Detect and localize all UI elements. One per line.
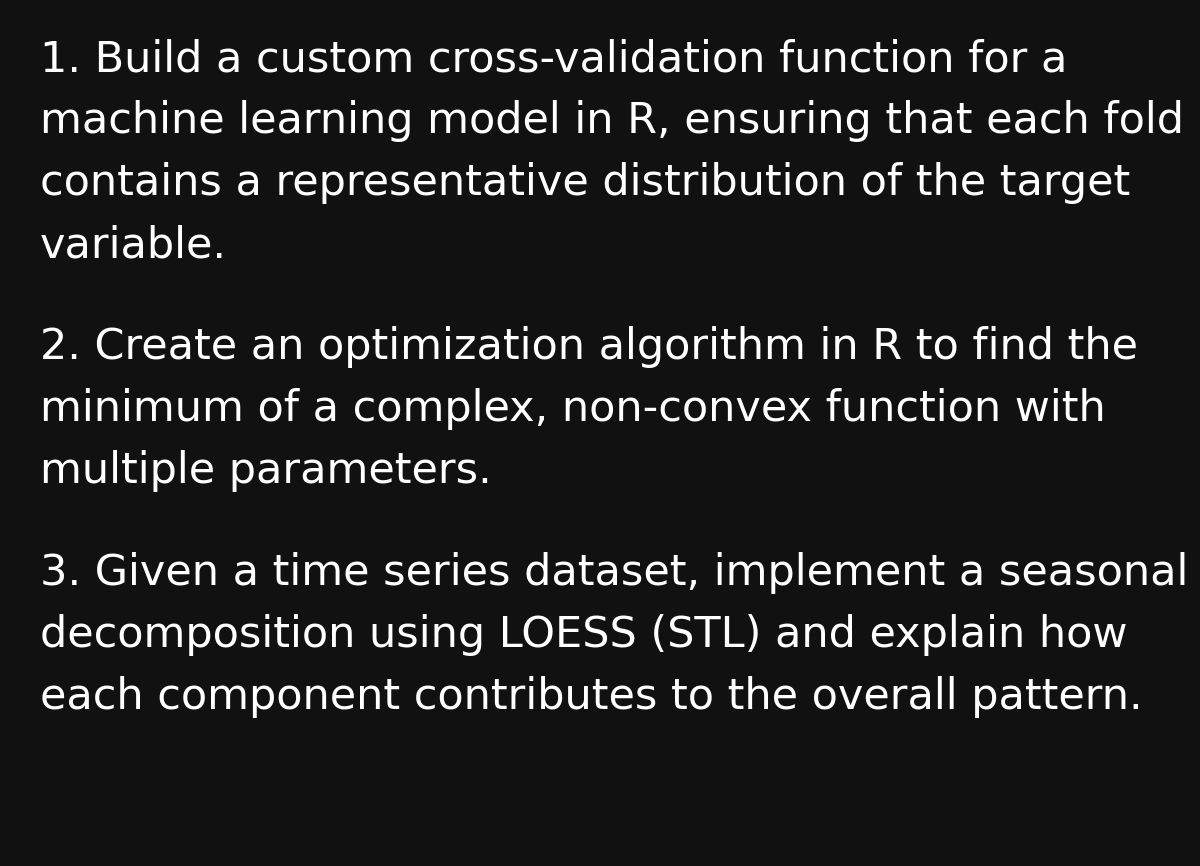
Text: 2. Create an optimization algorithm in R to find the: 2. Create an optimization algorithm in R… bbox=[40, 326, 1138, 368]
Text: machine learning model in R, ensuring that each fold: machine learning model in R, ensuring th… bbox=[40, 100, 1184, 142]
Text: multiple parameters.: multiple parameters. bbox=[40, 450, 492, 492]
Text: variable.: variable. bbox=[40, 224, 227, 266]
Text: each component contributes to the overall pattern.: each component contributes to the overal… bbox=[40, 676, 1142, 718]
Text: 3. Given a time series dataset, implement a seasonal: 3. Given a time series dataset, implemen… bbox=[40, 552, 1188, 594]
Text: decomposition using LOESS (STL) and explain how: decomposition using LOESS (STL) and expl… bbox=[40, 614, 1128, 656]
Text: contains a representative distribution of the target: contains a representative distribution o… bbox=[40, 162, 1130, 204]
Text: minimum of a complex, non-convex function with: minimum of a complex, non-convex functio… bbox=[40, 388, 1105, 430]
Text: 1. Build a custom cross-validation function for a: 1. Build a custom cross-validation funct… bbox=[40, 38, 1067, 80]
